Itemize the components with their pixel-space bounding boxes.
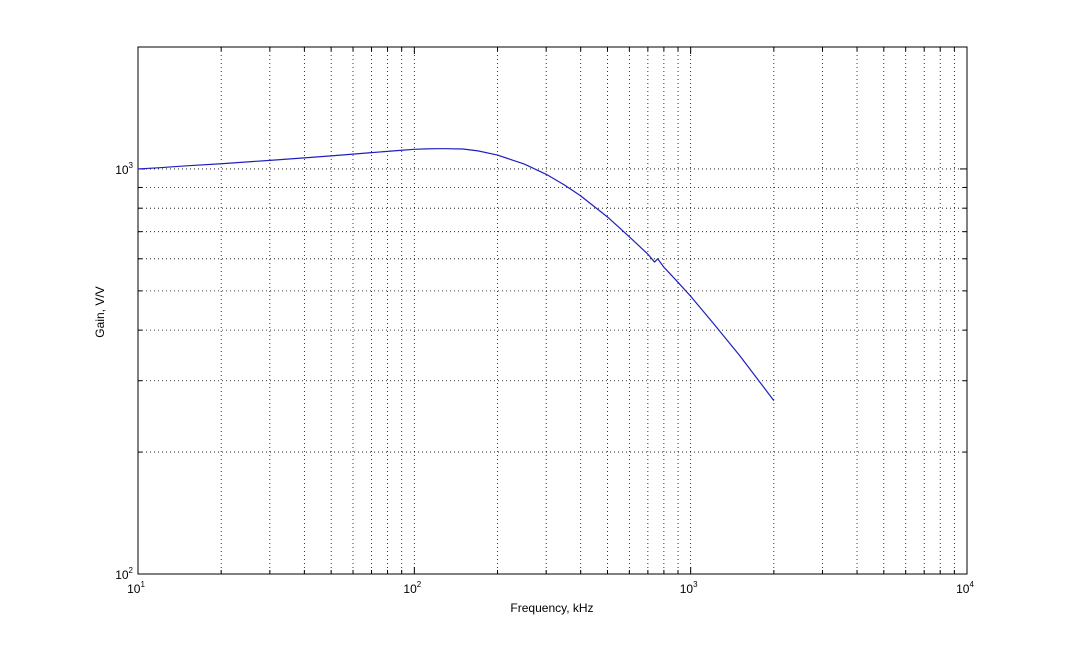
plot-area xyxy=(138,47,967,574)
y-axis-label: Gain, V/V xyxy=(93,286,107,337)
x-axis-label: Frequency, kHz xyxy=(510,601,593,615)
x-tick-label: 102 xyxy=(403,580,421,596)
x-tick-label-base: 10 xyxy=(403,582,417,596)
y-tick-label-base: 10 xyxy=(115,163,129,177)
plot-frame xyxy=(137,46,968,575)
x-tick-label-exponent: 4 xyxy=(969,580,974,589)
y-tick-label-exponent: 3 xyxy=(129,161,134,170)
x-tick-label-base: 10 xyxy=(956,582,970,596)
gain-series-line xyxy=(137,148,775,401)
y-tick-label: 103 xyxy=(115,161,133,177)
y-tick-label-exponent: 2 xyxy=(129,566,134,575)
x-tick-labels: 101 102 103 104 xyxy=(127,580,974,596)
x-tick-label-exponent: 3 xyxy=(693,580,698,589)
x-tick-label-base: 10 xyxy=(680,582,694,596)
y-tick-label-base: 10 xyxy=(115,568,129,582)
series-layer xyxy=(137,148,775,401)
x-tick-label: 103 xyxy=(680,580,698,596)
x-tick-label-exponent: 2 xyxy=(417,580,422,589)
y-tick-label: 102 xyxy=(115,566,133,582)
axis-ticks xyxy=(137,46,968,575)
x-tick-label-exponent: 1 xyxy=(140,580,145,589)
x-tick-label: 101 xyxy=(127,580,145,596)
x-tick-label-base: 10 xyxy=(127,582,141,596)
x-tick-label: 104 xyxy=(956,580,974,596)
